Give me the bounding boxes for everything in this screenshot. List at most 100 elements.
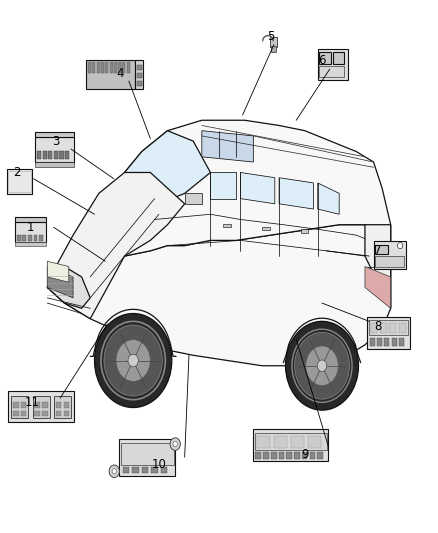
Bar [121, 443, 173, 465]
Bar [7, 169, 32, 195]
Bar [105, 62, 108, 73]
Bar [11, 396, 28, 418]
Bar [132, 467, 139, 473]
Circle shape [306, 346, 338, 385]
Bar [21, 410, 26, 416]
Bar [272, 46, 276, 52]
Text: 3: 3 [52, 135, 60, 148]
Bar [15, 222, 46, 242]
Bar [142, 467, 148, 473]
Text: 8: 8 [374, 320, 381, 333]
Bar [13, 402, 18, 408]
Bar [318, 49, 348, 79]
Bar [127, 62, 130, 73]
Bar [392, 337, 397, 346]
Circle shape [173, 441, 177, 447]
Text: 7: 7 [374, 244, 381, 257]
Bar [15, 217, 46, 222]
Polygon shape [210, 173, 236, 199]
Bar [64, 402, 69, 408]
Text: 5: 5 [267, 30, 274, 43]
Circle shape [109, 465, 120, 478]
Bar [13, 410, 18, 416]
Polygon shape [279, 177, 314, 209]
Bar [34, 235, 37, 241]
Circle shape [398, 243, 403, 249]
Bar [399, 337, 404, 346]
Bar [110, 62, 113, 73]
Bar [101, 62, 104, 73]
Polygon shape [47, 266, 90, 308]
Bar [317, 453, 323, 459]
Text: 10: 10 [152, 458, 166, 472]
Circle shape [112, 469, 117, 474]
Bar [56, 410, 61, 416]
Bar [42, 151, 47, 159]
Bar [286, 453, 292, 459]
Bar [375, 256, 404, 266]
Bar [367, 317, 410, 349]
Bar [380, 323, 387, 333]
Bar [56, 402, 61, 408]
Circle shape [104, 325, 162, 396]
Polygon shape [47, 173, 185, 319]
Bar [86, 60, 135, 89]
Bar [279, 453, 284, 459]
Bar [120, 439, 175, 477]
Text: 4: 4 [117, 67, 124, 80]
Bar [88, 62, 91, 73]
Bar [291, 436, 304, 448]
Bar [370, 337, 375, 346]
Polygon shape [47, 266, 73, 298]
Bar [123, 467, 129, 473]
Bar [64, 410, 69, 416]
Circle shape [116, 340, 150, 382]
Bar [384, 337, 389, 346]
Bar [262, 227, 270, 230]
Polygon shape [365, 225, 391, 308]
Bar [253, 430, 328, 461]
Bar [294, 453, 300, 459]
Bar [374, 241, 406, 269]
Polygon shape [365, 266, 391, 308]
Polygon shape [124, 120, 391, 256]
Bar [59, 151, 64, 159]
Bar [15, 242, 46, 246]
Bar [65, 151, 69, 159]
Bar [17, 235, 21, 241]
Bar [151, 467, 158, 473]
Bar [42, 402, 48, 408]
Bar [33, 396, 50, 418]
Bar [123, 62, 125, 73]
Bar [48, 151, 53, 159]
Bar [319, 52, 332, 64]
Polygon shape [47, 225, 391, 366]
Bar [271, 453, 276, 459]
Bar [300, 229, 308, 232]
Bar [135, 60, 143, 89]
Polygon shape [47, 261, 69, 282]
Bar [39, 235, 43, 241]
Polygon shape [240, 173, 275, 204]
Bar [42, 410, 48, 416]
Bar [371, 323, 378, 333]
Bar [369, 320, 408, 335]
Bar [319, 66, 344, 77]
Bar [257, 436, 270, 448]
Bar [92, 62, 95, 73]
Bar [223, 224, 231, 228]
Circle shape [95, 313, 172, 408]
Bar [35, 162, 74, 167]
Bar [118, 62, 121, 73]
Circle shape [286, 321, 359, 410]
Polygon shape [202, 131, 253, 162]
Bar [8, 172, 31, 192]
Bar [28, 235, 32, 241]
Bar [308, 436, 321, 448]
Polygon shape [318, 183, 339, 214]
Bar [114, 62, 117, 73]
Bar [54, 396, 71, 418]
Bar [54, 151, 58, 159]
Text: 1: 1 [26, 221, 34, 234]
Text: 11: 11 [25, 396, 40, 409]
